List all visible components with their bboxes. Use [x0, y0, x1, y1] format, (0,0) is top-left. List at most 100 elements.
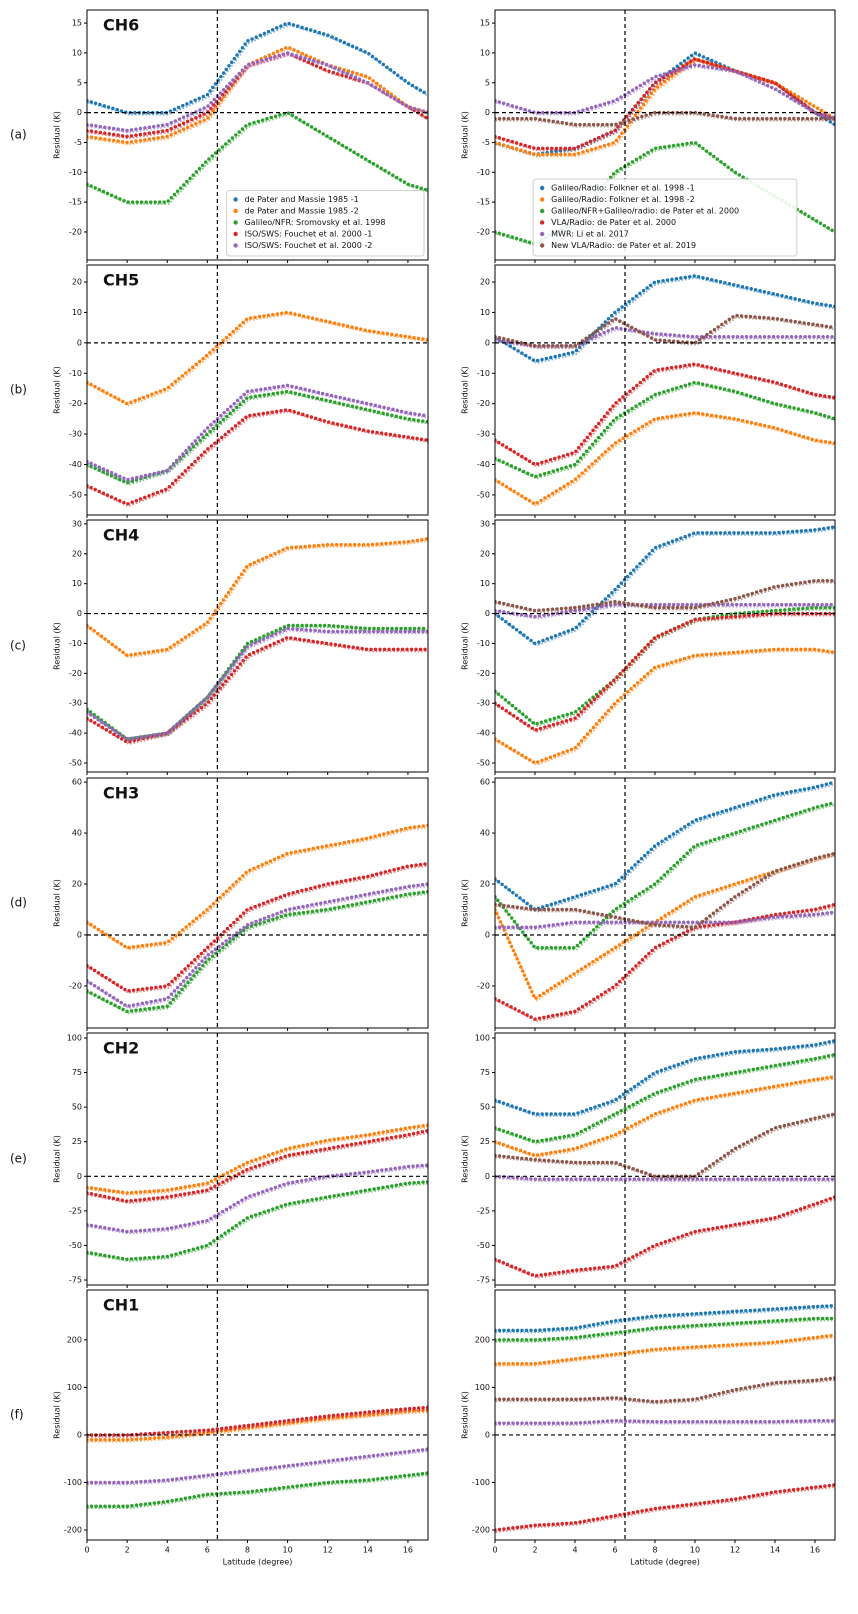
y-tick-label: -20: [477, 227, 490, 236]
panel: -20 -15 -10 -5 0 5 10 15 Residual (K) CH6 (a) de Pa…: [10, 9, 429, 263]
data-series-band: [87, 1126, 428, 1196]
data-series-band: [495, 1055, 835, 1145]
y-tick-label: -30: [477, 430, 490, 439]
x-tick-label: 12: [323, 1546, 333, 1555]
y-tick-label: -200: [472, 1526, 490, 1535]
legend-label: New VLA/Radio: de Pater et al. 2019: [551, 241, 696, 250]
y-tick-label: 0: [77, 338, 82, 347]
data-series: [495, 313, 835, 348]
panel: -20 0 20 40 60 Residual (K): [461, 777, 836, 1031]
y-tick-label: 30: [72, 519, 82, 528]
legend-marker: [539, 185, 545, 191]
data-series: [495, 362, 835, 467]
axes-frame: [86, 1032, 429, 1286]
x-tick-label: 0: [84, 1546, 89, 1555]
y-tick-label: -10: [477, 639, 490, 648]
panel-title: CH1: [103, 1296, 139, 1315]
data-series: [87, 45, 428, 145]
legend-marker: [233, 220, 238, 225]
data-series: [495, 647, 835, 765]
data-series-band: [495, 608, 835, 728]
data-series: [87, 310, 428, 406]
y-tick-label: -20: [69, 227, 82, 236]
plot-area: [495, 1033, 835, 1285]
data-series-band: [87, 885, 428, 1010]
panel: -200 -100 0 100 200 0 2 4 6 8 10 12 14 16 Latitude (de…: [10, 1289, 429, 1567]
y-tick-label: 100: [475, 1383, 490, 1392]
legend-marker: [233, 231, 238, 237]
plot-area: [87, 10, 428, 260]
panel: -200 -100 0 100 200 0 2 4 6 8 10 12 14 16 Latitude (de…: [461, 1289, 836, 1567]
data-series-band: [495, 1336, 835, 1367]
legend-label: MWR: Li et al. 2017: [551, 230, 629, 239]
data-series: [495, 1074, 835, 1158]
legend-marker: [539, 243, 545, 248]
y-tick-label: 20: [480, 880, 490, 889]
data-series: [495, 1418, 835, 1425]
data-series: [87, 110, 428, 204]
data-series-band: [87, 1450, 428, 1486]
legend-label: ISO/SWS: Fouchet et al. 2000 -1: [245, 230, 373, 239]
data-series-band: [495, 276, 835, 365]
y-tick-label: -50: [69, 1241, 82, 1250]
data-series-band: [495, 1379, 835, 1405]
y-tick-label: 60: [480, 778, 490, 787]
data-series: [495, 274, 835, 363]
y-tick-label: 0: [485, 108, 490, 117]
y-tick-label: 100: [475, 1033, 490, 1042]
data-series-band: [495, 1077, 835, 1159]
data-series: [495, 851, 835, 930]
panel-label: (c): [10, 639, 26, 653]
axes-frame: [494, 519, 836, 773]
data-series-band: [495, 650, 835, 767]
plot-area: [87, 520, 428, 772]
axes-frame: [494, 1032, 836, 1286]
y-tick-label: -100: [64, 1478, 82, 1487]
y-tick-label: 40: [480, 829, 490, 838]
x-tick-label: 10: [282, 1546, 292, 1555]
y-tick-label: 15: [480, 19, 490, 28]
data-series-band: [87, 1131, 428, 1205]
legend-marker: [233, 243, 238, 248]
y-tick-label: -20: [477, 669, 490, 678]
y-tick-label: 20: [72, 549, 82, 558]
data-series: [495, 1333, 835, 1366]
legend-label: de Pater and Massie 1985 -1: [245, 195, 359, 204]
data-series: [87, 389, 428, 485]
y-tick-label: 10: [72, 308, 82, 317]
panel: -20 0 20 40 60 Residual (K) CH3 (d): [10, 777, 429, 1031]
data-series-band: [87, 313, 428, 407]
data-series: [87, 1405, 428, 1437]
data-series: [87, 1180, 428, 1262]
panel-title: CH6: [103, 16, 139, 35]
plot-area: [495, 778, 835, 1028]
axes-frame: [86, 519, 429, 773]
data-series: [87, 1123, 428, 1195]
data-series-band: [87, 892, 428, 1015]
axes-frame: [86, 9, 429, 261]
data-series-band: [495, 413, 835, 508]
y-axis-label: Residual (K): [53, 622, 62, 670]
x-tick-label: 8: [652, 1546, 657, 1555]
y-axis-label: Residual (K): [461, 622, 470, 670]
panel-label: (e): [10, 1152, 27, 1166]
y-tick-label: 0: [485, 338, 490, 347]
panel-label: (b): [10, 383, 27, 397]
x-tick-label: 16: [810, 1546, 820, 1555]
y-tick-label: 0: [77, 1172, 82, 1181]
plot-area: [495, 1290, 835, 1540]
data-series: [495, 1316, 835, 1342]
data-series-band: [87, 1408, 428, 1438]
data-series-band: [495, 365, 835, 468]
data-series-band: [495, 581, 835, 614]
y-tick-label: -40: [477, 460, 490, 469]
panel: -50 -40 -30 -20 -10 0 10 20 Residual (K) CH5 (b): [10, 264, 429, 518]
plot-area: [87, 265, 428, 515]
legend-label: ISO/SWS: Fouchet et al. 2000 -2: [245, 241, 373, 250]
data-series: [495, 1038, 835, 1116]
legend-label: Galileo/NFR+Galileo/radio: de Pater et a…: [551, 207, 739, 216]
y-tick-label: 75: [480, 1068, 490, 1077]
y-tick-label: 10: [72, 579, 82, 588]
x-tick-label: 6: [612, 1546, 617, 1555]
data-series: [495, 910, 835, 930]
